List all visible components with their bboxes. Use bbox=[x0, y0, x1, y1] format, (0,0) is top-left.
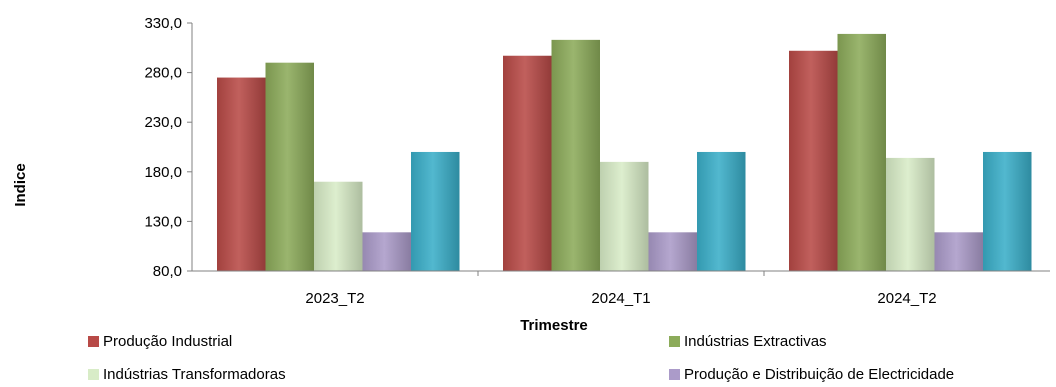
x-axis-title: Trimestre bbox=[520, 317, 588, 334]
bar bbox=[648, 232, 697, 271]
x-tick-label: 2024_T2 bbox=[877, 290, 936, 307]
y-tick-label: 330,0 bbox=[144, 15, 182, 32]
bar bbox=[697, 151, 746, 271]
bar bbox=[837, 33, 886, 271]
legend-swatch bbox=[88, 369, 99, 380]
bar bbox=[886, 157, 935, 271]
y-tick-label: 80,0 bbox=[153, 263, 182, 280]
bar bbox=[983, 151, 1032, 271]
legend-swatch bbox=[88, 336, 99, 347]
bar bbox=[265, 62, 314, 272]
bar bbox=[411, 151, 460, 271]
bar bbox=[314, 181, 363, 271]
bar bbox=[789, 50, 838, 271]
bar bbox=[600, 161, 649, 271]
legend-label: Produção Industrial bbox=[103, 333, 232, 350]
x-ticks: 2023_T2 2024_T1 2024_T2 bbox=[305, 271, 937, 307]
x-tick-label: 2024_T1 bbox=[591, 290, 650, 307]
y-axis-title: Indice bbox=[12, 163, 29, 206]
y-ticks: 80,0 130,0 180,0 230,0 280,0 330,0 bbox=[144, 15, 192, 280]
legend-swatch bbox=[669, 369, 680, 380]
bars bbox=[217, 33, 1032, 272]
bar bbox=[362, 232, 411, 271]
y-tick-label: 230,0 bbox=[144, 114, 182, 131]
y-tick-label: 280,0 bbox=[144, 65, 182, 82]
legend-swatch bbox=[669, 336, 680, 347]
y-tick-label: 130,0 bbox=[144, 213, 182, 230]
x-tick-label: 2023_T2 bbox=[305, 290, 364, 307]
bar bbox=[503, 55, 552, 272]
y-tick-label: 180,0 bbox=[144, 164, 182, 181]
legend: Produção Industrial Indústrias Extractiva… bbox=[88, 333, 954, 383]
legend-label: Indústrias Transformadoras bbox=[103, 366, 286, 383]
bar bbox=[551, 39, 600, 271]
legend-label: Indústrias Extractivas bbox=[684, 333, 827, 350]
bar bbox=[934, 232, 983, 271]
legend-label: Produção e Distribuição de Electricidade bbox=[684, 366, 954, 383]
bar bbox=[217, 77, 266, 271]
